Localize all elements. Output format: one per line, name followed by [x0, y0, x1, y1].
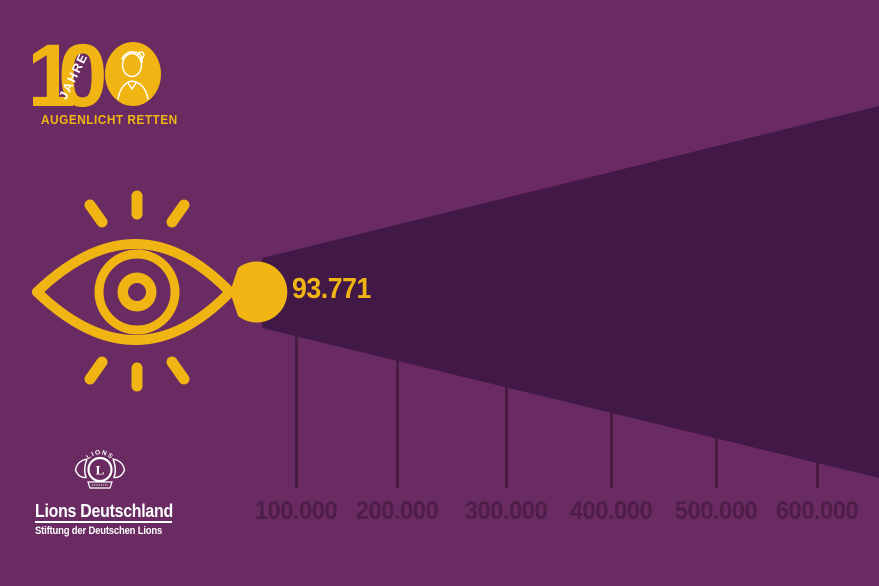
upper-eyelid: [32, 239, 235, 297]
footer-divider: [35, 521, 172, 523]
lower-eyelid: [32, 287, 235, 345]
eye-icon: [32, 190, 288, 392]
emblem-top-label: LIONS: [85, 449, 115, 461]
helen-keller-portrait-icon: [117, 51, 149, 100]
emblem-center-letter: L: [96, 463, 105, 478]
light-source-blob: [230, 261, 288, 323]
scale-tick-label: 400.000: [569, 497, 653, 525]
logo-tagline: AUGENLICHT RETTEN: [41, 113, 178, 127]
logo-digit-1: 1: [33, 40, 76, 114]
eye-rays: [84, 190, 190, 392]
emblem-lion-profiles: [74, 458, 126, 479]
pupil-hole: [128, 283, 146, 301]
scale-tick-label: 200.000: [355, 497, 439, 525]
anniversary-logo: 1 0 JAHRE: [33, 40, 161, 114]
logo-digit-0b-disc: [105, 42, 161, 106]
scale-tick: [505, 330, 508, 488]
emblem-center-circle: [87, 456, 113, 483]
emblem-banner: [87, 481, 113, 489]
scale-tick-label: 600.000: [775, 497, 859, 525]
iris-ring: [94, 249, 180, 335]
scale-tick-label: 300.000: [464, 497, 548, 525]
scale-tick-label: 500.000: [674, 497, 758, 525]
scale-tick-label: 100.000: [254, 497, 338, 525]
beam-value-label: 93.771: [292, 273, 371, 305]
footer-brand: Lions Deutschland: [35, 500, 173, 521]
lions-emblem-icon: L LIONS: [74, 449, 126, 489]
scale-tick: [295, 330, 298, 488]
scale-tick: [396, 330, 399, 488]
footer-subbrand: Stiftung der Deutschen Lions: [35, 525, 163, 537]
logo-digit-0a: 0: [58, 40, 108, 114]
